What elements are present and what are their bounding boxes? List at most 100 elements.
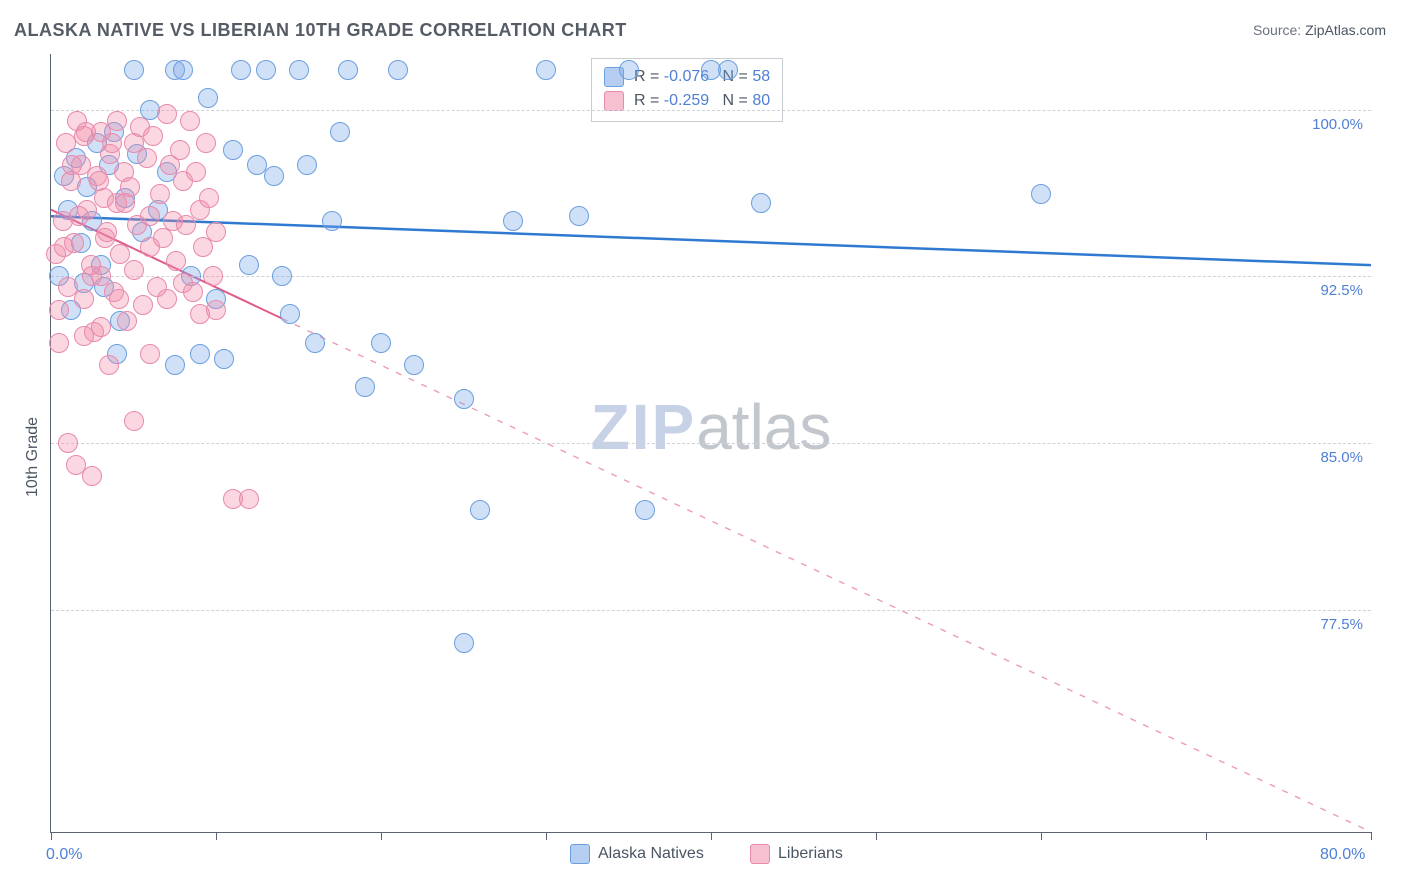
- x-axis-end-label: 80.0%: [1320, 846, 1365, 864]
- y-tick-label: 100.0%: [1312, 116, 1363, 133]
- data-point: [718, 60, 738, 80]
- legend-swatch: [750, 844, 770, 864]
- data-point: [150, 184, 170, 204]
- data-point: [166, 251, 186, 271]
- data-point: [173, 60, 193, 80]
- data-point: [239, 255, 259, 275]
- data-point: [272, 266, 292, 286]
- x-tick: [216, 832, 217, 840]
- legend-swatch: [604, 91, 624, 111]
- grid-line: [51, 610, 1371, 611]
- data-point: [102, 133, 122, 153]
- data-point: [180, 111, 200, 131]
- data-point: [635, 500, 655, 520]
- data-point: [76, 122, 96, 142]
- legend-label: Liberians: [778, 845, 843, 863]
- legend-label: Alaska Natives: [598, 845, 704, 863]
- data-point: [388, 60, 408, 80]
- data-point: [231, 60, 251, 80]
- data-point: [536, 60, 556, 80]
- data-point: [165, 355, 185, 375]
- source-label: Source:: [1253, 22, 1305, 38]
- x-tick: [1206, 832, 1207, 840]
- data-point: [190, 344, 210, 364]
- data-point: [62, 155, 82, 175]
- data-point: [470, 500, 490, 520]
- data-point: [89, 171, 109, 191]
- legend-item: Liberians: [750, 844, 843, 864]
- data-point: [355, 377, 375, 397]
- data-point: [124, 411, 144, 431]
- chart-container: ALASKA NATIVE VS LIBERIAN 10TH GRADE COR…: [0, 0, 1406, 892]
- data-point: [124, 60, 144, 80]
- data-point: [74, 289, 94, 309]
- data-point: [140, 206, 160, 226]
- data-point: [186, 162, 206, 182]
- data-point: [82, 266, 102, 286]
- data-point: [56, 133, 76, 153]
- data-point: [124, 260, 144, 280]
- data-point: [143, 126, 163, 146]
- x-tick: [51, 832, 52, 840]
- watermark: ZIPatlas: [591, 390, 832, 464]
- data-point: [297, 155, 317, 175]
- grid-line: [51, 110, 1371, 111]
- data-point: [1031, 184, 1051, 204]
- x-tick: [1371, 832, 1372, 840]
- data-point: [107, 111, 127, 131]
- data-point: [157, 289, 177, 309]
- data-point: [49, 300, 69, 320]
- data-point: [115, 193, 135, 213]
- data-point: [503, 211, 523, 231]
- data-point: [569, 206, 589, 226]
- data-point: [54, 237, 74, 257]
- data-point: [206, 300, 226, 320]
- regression-line-dashed: [282, 319, 1371, 832]
- data-point: [137, 148, 157, 168]
- data-point: [183, 282, 203, 302]
- y-tick-label: 77.5%: [1320, 616, 1363, 633]
- data-point: [199, 188, 219, 208]
- data-point: [133, 295, 153, 315]
- data-point: [69, 206, 89, 226]
- x-axis-start-label: 0.0%: [46, 846, 82, 864]
- data-point: [223, 140, 243, 160]
- data-point: [99, 355, 119, 375]
- data-point: [198, 88, 218, 108]
- data-point: [140, 344, 160, 364]
- data-point: [157, 104, 177, 124]
- scatter-chart: ZIPatlas R = -0.076 N = 58R = -0.259 N =…: [50, 54, 1371, 833]
- grid-line: [51, 443, 1371, 444]
- legend-swatch: [570, 844, 590, 864]
- data-point: [91, 317, 111, 337]
- data-point: [371, 333, 391, 353]
- source-attribution: Source: ZipAtlas.com: [1253, 22, 1386, 38]
- x-tick: [711, 832, 712, 840]
- x-tick: [546, 832, 547, 840]
- data-point: [239, 489, 259, 509]
- data-point: [117, 311, 137, 331]
- data-point: [109, 289, 129, 309]
- data-point: [256, 60, 276, 80]
- data-point: [176, 215, 196, 235]
- data-point: [280, 304, 300, 324]
- chart-title: ALASKA NATIVE VS LIBERIAN 10TH GRADE COR…: [14, 20, 627, 41]
- data-point: [454, 389, 474, 409]
- data-point: [82, 466, 102, 486]
- legend-item: Alaska Natives: [570, 844, 704, 864]
- data-point: [49, 333, 69, 353]
- data-point: [206, 222, 226, 242]
- data-point: [454, 633, 474, 653]
- data-point: [305, 333, 325, 353]
- y-axis-label: 10th Grade: [24, 417, 42, 497]
- data-point: [330, 122, 350, 142]
- data-point: [203, 266, 223, 286]
- x-tick: [1041, 832, 1042, 840]
- data-point: [153, 228, 173, 248]
- data-point: [751, 193, 771, 213]
- x-tick: [876, 832, 877, 840]
- y-tick-label: 92.5%: [1320, 282, 1363, 299]
- data-point: [196, 133, 216, 153]
- watermark-atlas: atlas: [696, 391, 831, 463]
- y-tick-label: 85.0%: [1320, 449, 1363, 466]
